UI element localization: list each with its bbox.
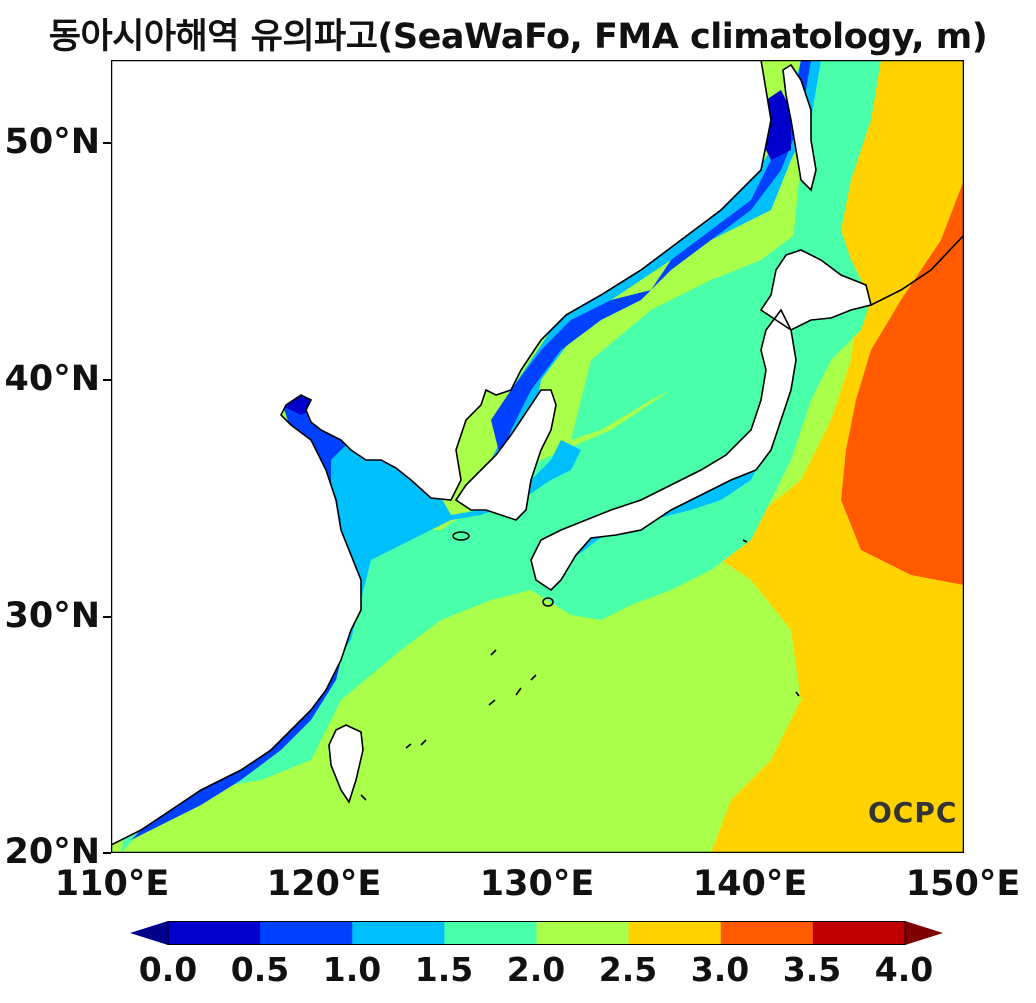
wave-height-map <box>111 60 964 853</box>
map-title: 동아시아해역 유의파고(SeaWaFo, FMA climatology, m) <box>48 17 988 57</box>
lon-label-110e: 110°E <box>54 864 170 904</box>
coastlines <box>111 60 964 846</box>
asian-continent <box>111 60 771 845</box>
colorbar-segments <box>168 921 906 945</box>
map-frame <box>111 60 964 853</box>
colorbar-label: 4.0 <box>874 950 934 989</box>
ocpc-logo: OCPC <box>868 796 958 829</box>
colorbar-label: 1.5 <box>414 950 474 989</box>
korean-peninsula <box>456 390 556 520</box>
colorbar <box>130 921 943 945</box>
colorbar-label: 0.0 <box>138 950 198 989</box>
sakhalin <box>783 65 816 190</box>
lat-tick <box>103 852 111 854</box>
band-3-0-3-5 <box>841 180 964 585</box>
lat-label-30n: 30°N <box>4 596 101 636</box>
colorbar-label: 1.0 <box>322 950 382 989</box>
hokkaido <box>761 250 871 330</box>
colorbar-label: 2.0 <box>506 950 566 989</box>
colorbar-segment <box>444 921 537 945</box>
lat-label-20n: 20°N <box>4 832 101 872</box>
land <box>111 60 871 845</box>
japan-main <box>531 310 796 590</box>
lon-label-130e: 130°E <box>479 864 595 904</box>
lat-label-50n: 50°N <box>4 122 101 162</box>
colorbar-segment <box>812 921 906 945</box>
band-1-0-1-5-east-sea <box>491 60 821 480</box>
lat-tick <box>103 616 111 618</box>
colorbar-frame <box>167 921 906 945</box>
colorbar-label: 3.5 <box>782 950 842 989</box>
colorbar-under-arrow <box>130 921 168 945</box>
colorbar-over-arrow <box>905 921 943 945</box>
colorbar-segment <box>720 921 814 945</box>
lat-tick <box>103 142 111 144</box>
band-1-5-2-0-east-sea <box>571 230 811 440</box>
band-2-5-3-0 <box>711 60 964 853</box>
colorbar-segment <box>168 921 261 945</box>
colorbar-segment <box>260 921 353 945</box>
colorbar-segment <box>352 921 445 945</box>
lat-label-40n: 40°N <box>4 359 101 399</box>
lat-tick <box>103 379 111 381</box>
colorbar-label: 0.5 <box>230 950 290 989</box>
lon-label-150e: 150°E <box>905 864 1021 904</box>
lon-label-120e: 120°E <box>266 864 382 904</box>
lon-label-140e: 140°E <box>692 864 808 904</box>
colorbar-segment <box>536 921 630 945</box>
colorbar-segment <box>628 921 722 945</box>
colorbar-label: 3.0 <box>690 950 750 989</box>
colorbar-label: 2.5 <box>598 950 658 989</box>
